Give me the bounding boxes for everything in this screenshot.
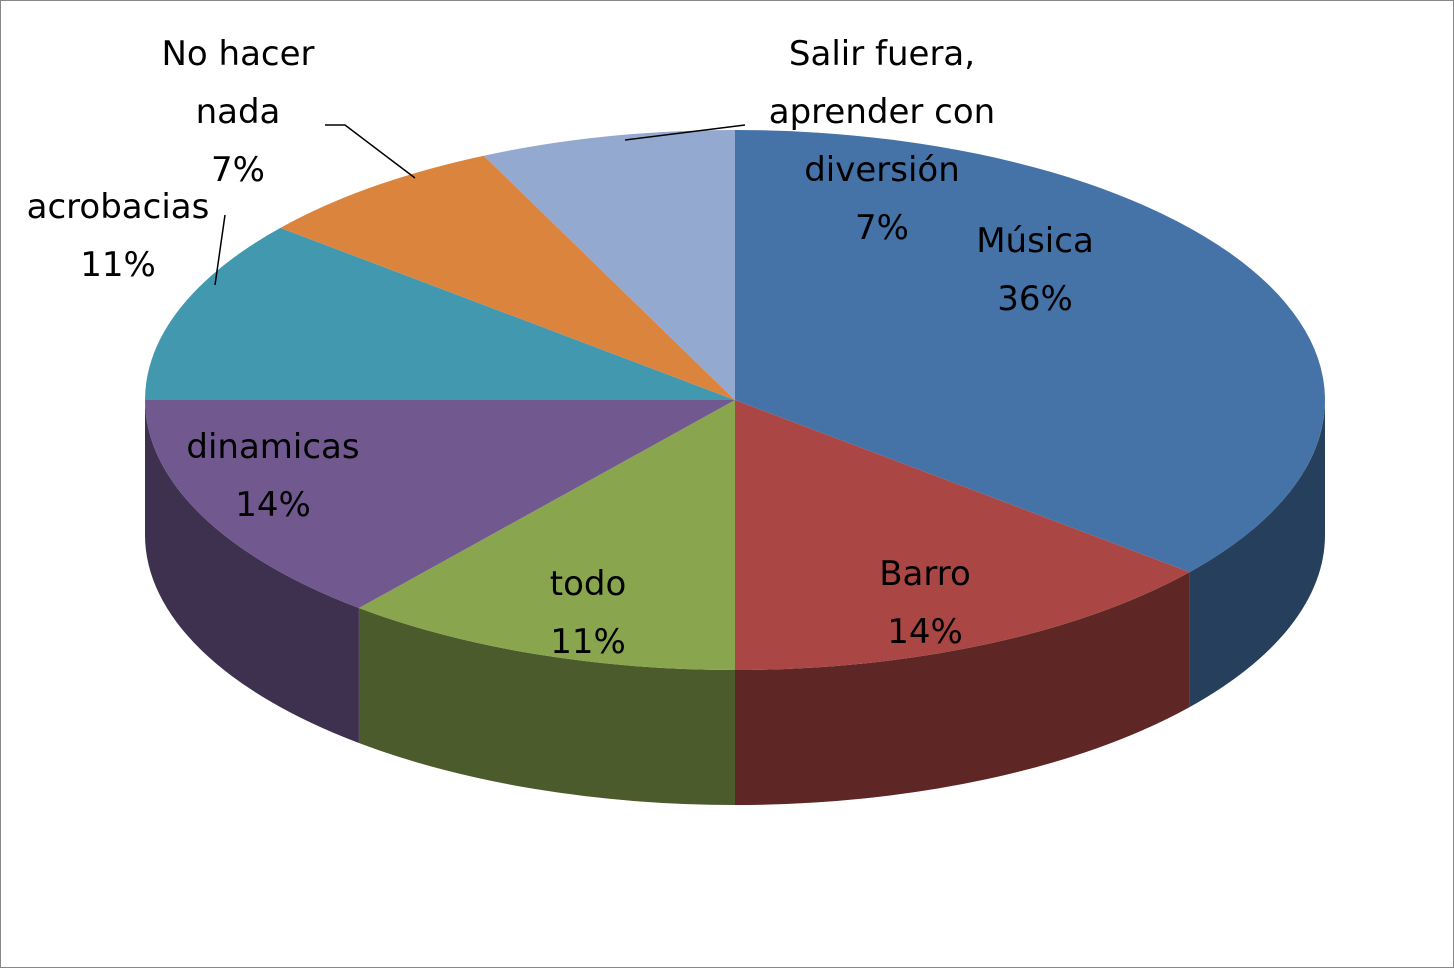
data-label: acrobacias 11% — [3, 178, 233, 294]
leader-line — [214, 214, 226, 286]
category-label: dinamicas — [186, 427, 360, 467]
data-label: Barro 14% — [815, 545, 1035, 661]
percent-label: 11% — [550, 622, 626, 662]
category-label: acrobacias — [26, 187, 210, 227]
data-label: dinamicas 14% — [143, 418, 403, 534]
percent-label: 14% — [887, 612, 963, 652]
slice-side — [735, 572, 1190, 805]
slice-side — [1189, 400, 1325, 708]
slice-side — [358, 608, 735, 805]
leader-line — [624, 124, 746, 141]
pie-slice — [735, 400, 1190, 670]
leader-line — [325, 124, 416, 179]
pie-slice — [145, 400, 735, 609]
category-label: todo — [549, 564, 627, 604]
percent-label: 14% — [235, 485, 311, 525]
pie-slice — [358, 400, 735, 670]
pie-slice — [145, 227, 735, 400]
percent-label: 36% — [997, 279, 1073, 319]
percent-label: 7% — [211, 150, 265, 190]
percent-label: 11% — [80, 245, 156, 285]
data-label: todo 11% — [478, 555, 698, 671]
slice-side — [145, 400, 359, 744]
category-label: Música — [976, 221, 1094, 261]
pie-slice — [735, 130, 1326, 573]
data-label: Salir fuera, aprender con diversión 7% — [737, 25, 1027, 257]
category-label: Salir fuera, aprender con diversión — [768, 34, 996, 190]
category-label: No hacer nada — [161, 34, 315, 132]
data-label: Música 36% — [905, 212, 1165, 328]
pie-slice — [280, 155, 735, 400]
category-label: Barro — [879, 554, 971, 594]
percent-label: 7% — [855, 208, 909, 248]
pie-slice — [483, 130, 735, 400]
data-label: No hacer nada 7% — [138, 25, 338, 199]
